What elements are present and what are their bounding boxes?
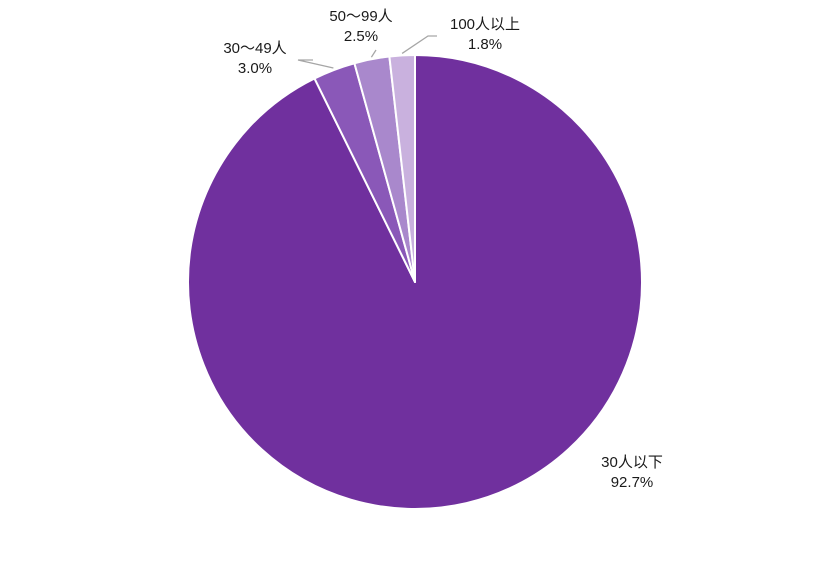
slice-label-2-value: 2.5% [344, 28, 378, 45]
leader-line-2 [370, 49, 377, 58]
leader-line-1 [297, 59, 334, 69]
slice-label-0-name: 30人以下 [601, 454, 663, 471]
pie-slice-3 [388, 54, 416, 283]
leader-line-3 [401, 35, 437, 54]
slice-label-2-name: 50～99人 [329, 8, 392, 25]
slice-label-1-value: 3.0% [238, 60, 272, 77]
slice-label-3-name: 100人以上 [450, 16, 520, 33]
leader-lines [297, 35, 437, 69]
slice-label-0-value: 92.7% [611, 474, 654, 491]
pie-slices [187, 54, 643, 510]
slice-label-1-name: 30～49人 [223, 40, 286, 57]
slice-label-3-value: 1.8% [468, 36, 502, 53]
